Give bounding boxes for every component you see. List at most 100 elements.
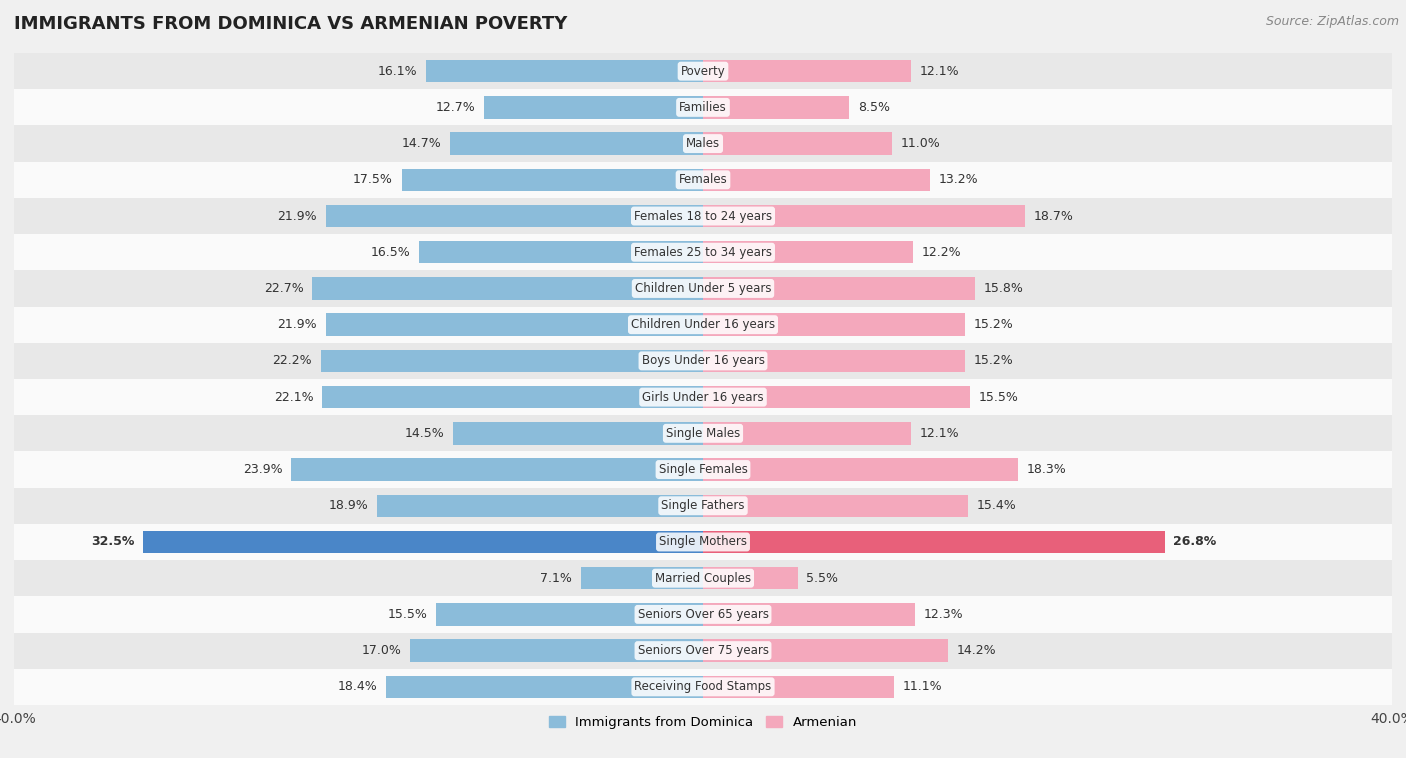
Text: 14.2%: 14.2% — [956, 644, 995, 657]
Text: Single Males: Single Males — [666, 427, 740, 440]
Bar — [426, 60, 703, 83]
Bar — [703, 494, 969, 517]
Bar — [703, 241, 912, 264]
Text: Receiving Food Stamps: Receiving Food Stamps — [634, 681, 772, 694]
Text: 15.2%: 15.2% — [973, 355, 1014, 368]
Text: Seniors Over 65 years: Seniors Over 65 years — [637, 608, 769, 621]
Bar — [322, 386, 703, 409]
Bar — [703, 96, 849, 118]
Bar — [453, 422, 703, 444]
Bar — [581, 567, 703, 590]
Bar — [143, 531, 703, 553]
Bar — [14, 632, 1392, 669]
Bar — [411, 640, 703, 662]
Bar — [703, 675, 894, 698]
Bar — [703, 422, 911, 444]
Text: Seniors Over 75 years: Seniors Over 75 years — [637, 644, 769, 657]
Bar — [14, 271, 1392, 306]
Text: Single Females: Single Females — [658, 463, 748, 476]
Legend: Immigrants from Dominica, Armenian: Immigrants from Dominica, Armenian — [544, 710, 862, 735]
Bar — [14, 560, 1392, 597]
Text: 13.2%: 13.2% — [939, 174, 979, 186]
Bar — [703, 314, 965, 336]
Text: 16.5%: 16.5% — [370, 246, 411, 258]
Text: 14.7%: 14.7% — [402, 137, 441, 150]
Bar — [703, 205, 1025, 227]
Bar — [703, 640, 948, 662]
Text: 18.9%: 18.9% — [329, 500, 368, 512]
Bar — [14, 126, 1392, 161]
Text: Females 25 to 34 years: Females 25 to 34 years — [634, 246, 772, 258]
Bar — [703, 531, 1164, 553]
Text: 17.0%: 17.0% — [361, 644, 402, 657]
Text: Source: ZipAtlas.com: Source: ZipAtlas.com — [1265, 15, 1399, 28]
Bar — [14, 487, 1392, 524]
Bar — [484, 96, 703, 118]
Text: 21.9%: 21.9% — [277, 318, 318, 331]
Bar — [14, 343, 1392, 379]
Bar — [14, 597, 1392, 632]
Bar — [14, 669, 1392, 705]
Text: Girls Under 16 years: Girls Under 16 years — [643, 390, 763, 403]
Text: Children Under 16 years: Children Under 16 years — [631, 318, 775, 331]
Bar — [703, 386, 970, 409]
Bar — [14, 306, 1392, 343]
Text: 17.5%: 17.5% — [353, 174, 392, 186]
Bar — [14, 53, 1392, 89]
Bar — [703, 133, 893, 155]
Text: Single Fathers: Single Fathers — [661, 500, 745, 512]
Text: Females 18 to 24 years: Females 18 to 24 years — [634, 209, 772, 223]
Text: 15.8%: 15.8% — [984, 282, 1024, 295]
Text: 22.7%: 22.7% — [264, 282, 304, 295]
Bar — [703, 459, 1018, 481]
Bar — [450, 133, 703, 155]
Text: Single Mothers: Single Mothers — [659, 535, 747, 549]
Text: 15.2%: 15.2% — [973, 318, 1014, 331]
Text: 12.1%: 12.1% — [920, 64, 960, 77]
Text: 21.9%: 21.9% — [277, 209, 318, 223]
Text: IMMIGRANTS FROM DOMINICA VS ARMENIAN POVERTY: IMMIGRANTS FROM DOMINICA VS ARMENIAN POV… — [14, 15, 568, 33]
Bar — [419, 241, 703, 264]
Bar — [14, 379, 1392, 415]
Text: 15.5%: 15.5% — [979, 390, 1018, 403]
Text: Married Couples: Married Couples — [655, 572, 751, 584]
Bar — [321, 349, 703, 372]
Bar — [703, 567, 797, 590]
Text: 22.2%: 22.2% — [273, 355, 312, 368]
Bar — [703, 349, 965, 372]
Text: Children Under 5 years: Children Under 5 years — [634, 282, 772, 295]
Text: 7.1%: 7.1% — [540, 572, 572, 584]
Text: Females: Females — [679, 174, 727, 186]
Text: 32.5%: 32.5% — [91, 535, 135, 549]
Text: Poverty: Poverty — [681, 64, 725, 77]
Text: 18.7%: 18.7% — [1033, 209, 1074, 223]
Bar — [14, 452, 1392, 487]
Text: Families: Families — [679, 101, 727, 114]
Bar — [291, 459, 703, 481]
Bar — [436, 603, 703, 625]
Text: 11.1%: 11.1% — [903, 681, 942, 694]
Bar — [387, 675, 703, 698]
Text: 8.5%: 8.5% — [858, 101, 890, 114]
Bar — [402, 168, 703, 191]
Text: 14.5%: 14.5% — [405, 427, 444, 440]
Bar — [14, 234, 1392, 271]
Bar — [326, 314, 703, 336]
Text: 15.4%: 15.4% — [977, 500, 1017, 512]
Text: 18.3%: 18.3% — [1026, 463, 1067, 476]
Bar — [703, 168, 931, 191]
Bar — [14, 524, 1392, 560]
Text: 12.7%: 12.7% — [436, 101, 475, 114]
Bar — [703, 277, 976, 299]
Bar — [14, 415, 1392, 452]
Text: Males: Males — [686, 137, 720, 150]
Text: 26.8%: 26.8% — [1173, 535, 1216, 549]
Text: 11.0%: 11.0% — [901, 137, 941, 150]
Text: 15.5%: 15.5% — [388, 608, 427, 621]
Text: 12.3%: 12.3% — [924, 608, 963, 621]
Bar — [312, 277, 703, 299]
Text: 23.9%: 23.9% — [243, 463, 283, 476]
Text: 12.2%: 12.2% — [922, 246, 962, 258]
Bar — [14, 89, 1392, 126]
Bar — [703, 603, 915, 625]
